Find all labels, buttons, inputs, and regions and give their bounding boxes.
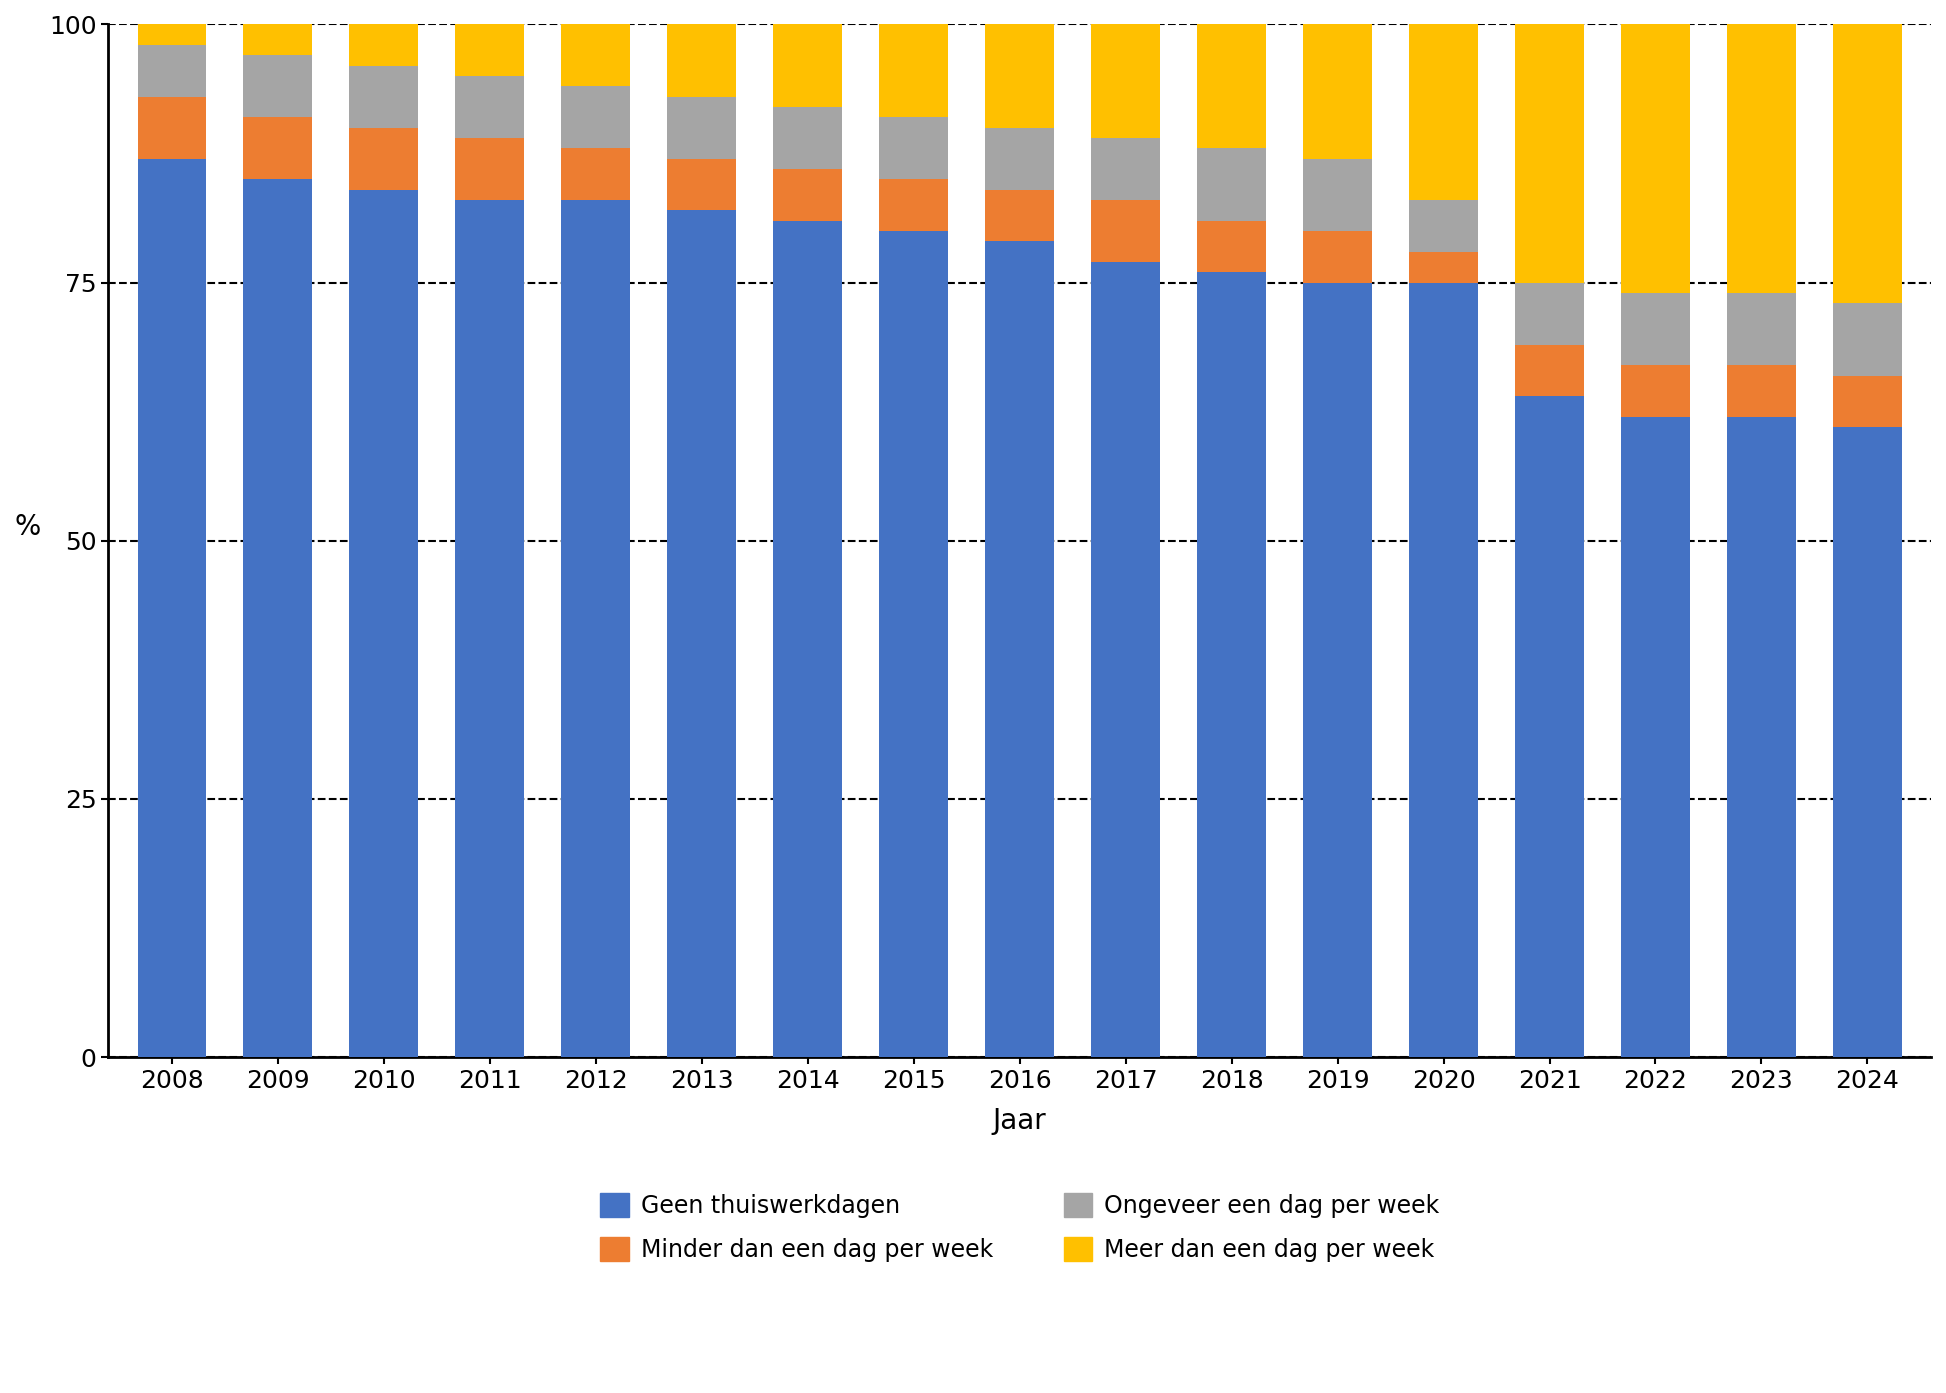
Bar [350,65,418,128]
Bar [1304,159,1372,231]
Bar [560,149,631,201]
Bar [985,189,1055,241]
Bar [1726,417,1796,1057]
Bar [138,159,206,1057]
Bar [243,180,313,1057]
Bar [1092,201,1160,262]
Bar [1726,293,1796,365]
Bar [1516,344,1584,396]
Bar [455,77,523,138]
Bar [773,220,843,1057]
Bar [1621,25,1689,293]
Bar [773,107,843,169]
Bar [1833,25,1901,304]
Bar [560,201,631,1057]
Bar [1516,396,1584,1057]
Bar [350,128,418,189]
Bar [1092,138,1160,201]
Y-axis label: %: % [16,513,41,540]
Bar [667,159,736,210]
Bar [1833,428,1901,1057]
Bar [1726,365,1796,417]
Bar [138,25,206,45]
Bar [455,25,523,77]
Bar [1197,272,1267,1057]
X-axis label: Jaar: Jaar [992,1106,1047,1135]
Bar [1409,252,1479,283]
Bar [138,45,206,96]
Bar [560,86,631,149]
Bar [880,25,948,117]
Bar [1197,25,1267,149]
Bar [880,180,948,231]
Bar [880,231,948,1057]
Bar [560,25,631,86]
Bar [880,117,948,180]
Bar [243,25,313,56]
Bar [1621,293,1689,365]
Bar [1304,25,1372,159]
Bar [1092,262,1160,1057]
Bar [985,25,1055,128]
Bar [138,96,206,159]
Bar [773,169,843,220]
Bar [1833,304,1901,376]
Bar [985,128,1055,189]
Bar [1409,25,1479,201]
Bar [455,201,523,1057]
Bar [667,25,736,96]
Bar [985,241,1055,1057]
Bar [243,56,313,117]
Bar [1621,365,1689,417]
Bar [1409,283,1479,1057]
Bar [1833,376,1901,428]
Bar [1409,201,1479,252]
Bar [667,96,736,159]
Bar [1516,283,1584,344]
Bar [455,138,523,201]
Bar [1304,231,1372,283]
Bar [667,210,736,1057]
Bar [773,25,843,107]
Bar [1726,25,1796,293]
Legend: Geen thuiswerkdagen, Minder dan een dag per week, Ongeveer een dag per week, Mee: Geen thuiswerkdagen, Minder dan een dag … [601,1192,1438,1262]
Bar [1516,25,1584,283]
Bar [243,117,313,180]
Bar [1621,417,1689,1057]
Bar [1197,149,1267,220]
Bar [350,189,418,1057]
Bar [1304,283,1372,1057]
Bar [350,25,418,65]
Bar [1197,220,1267,272]
Bar [1092,25,1160,138]
